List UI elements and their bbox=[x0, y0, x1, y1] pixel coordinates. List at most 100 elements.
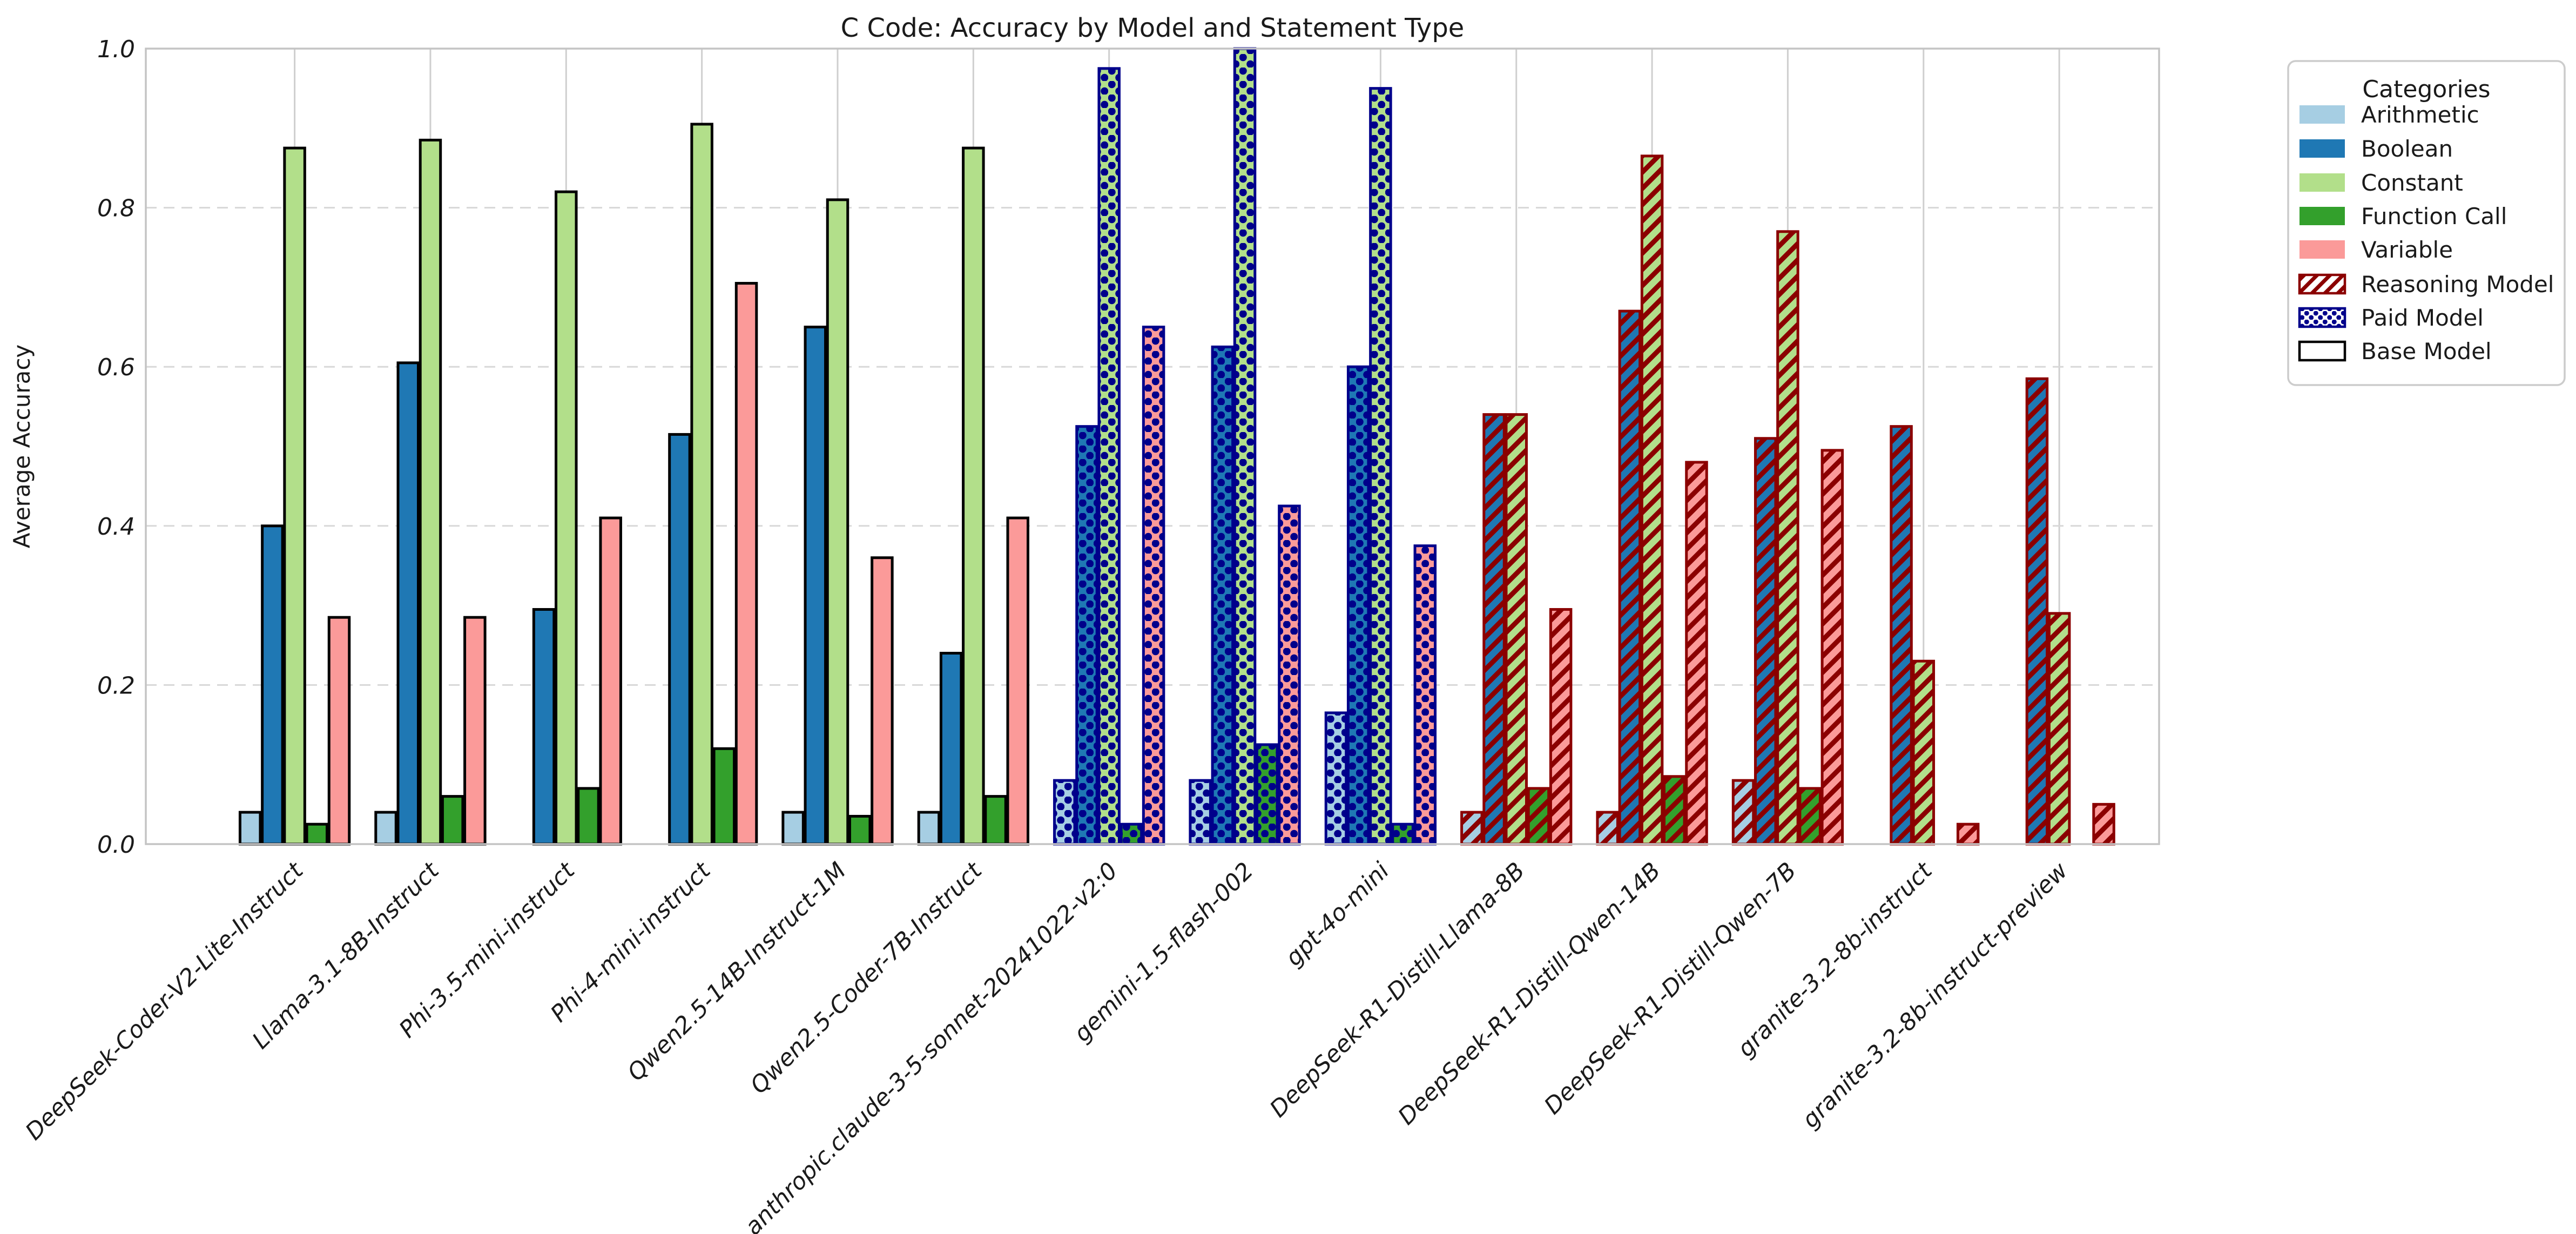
bar-group bbox=[374, 138, 487, 846]
x-tick-label: Qwen2.5-14B-Instruct-1M bbox=[622, 857, 851, 1086]
bar bbox=[917, 811, 941, 846]
bar bbox=[1663, 775, 1686, 846]
bar bbox=[463, 616, 487, 846]
bar bbox=[1053, 779, 1076, 846]
bar-group bbox=[781, 198, 894, 846]
bar bbox=[781, 811, 805, 846]
bar bbox=[238, 811, 262, 846]
legend-swatch bbox=[2298, 307, 2346, 328]
bar bbox=[1189, 779, 1212, 846]
bar bbox=[1956, 822, 1980, 846]
bar bbox=[1256, 743, 1279, 846]
legend-swatch bbox=[2299, 240, 2345, 259]
bar bbox=[599, 516, 622, 846]
legend-item-label: Base Model bbox=[2361, 338, 2492, 365]
bar bbox=[1754, 437, 1777, 846]
bar bbox=[848, 814, 872, 846]
y-tick-label: 0.4 bbox=[97, 513, 135, 541]
bar bbox=[1346, 365, 1370, 846]
bar bbox=[327, 616, 351, 846]
bar-group bbox=[1324, 87, 1437, 846]
bar-group bbox=[668, 123, 758, 846]
bar bbox=[374, 811, 397, 846]
chart-title: C Code: Accuracy by Model and Statement … bbox=[841, 13, 1465, 43]
bar bbox=[2025, 377, 2049, 846]
bar-group bbox=[1460, 413, 1573, 846]
bar-group bbox=[238, 146, 351, 846]
bar bbox=[1549, 608, 1573, 846]
bar bbox=[962, 146, 985, 846]
bar-group bbox=[1596, 154, 1708, 846]
bar bbox=[1413, 544, 1437, 846]
bar bbox=[804, 326, 827, 846]
legend-swatch bbox=[2298, 273, 2346, 295]
bar bbox=[1120, 822, 1143, 846]
bar bbox=[668, 433, 691, 846]
bar bbox=[1912, 659, 1936, 846]
bar bbox=[734, 282, 758, 846]
bar bbox=[871, 556, 894, 846]
bar-group bbox=[1731, 230, 1844, 846]
bar bbox=[1324, 711, 1348, 846]
bar bbox=[1006, 516, 1029, 846]
bar bbox=[826, 198, 849, 846]
bar bbox=[1618, 309, 1642, 846]
bar bbox=[712, 747, 736, 846]
bar bbox=[532, 608, 556, 846]
bar bbox=[1142, 326, 1165, 846]
x-tick-label: DeepSeek-Coder-V2-Lite-Instruct bbox=[21, 857, 309, 1145]
bar bbox=[1391, 822, 1414, 846]
bar bbox=[1233, 47, 1257, 846]
legend-frame bbox=[2287, 60, 2566, 386]
bar-group bbox=[2025, 377, 2115, 846]
bar bbox=[1075, 425, 1098, 846]
legend-item-label: Function Call bbox=[2361, 203, 2507, 230]
legend-swatch bbox=[2298, 340, 2346, 362]
bar bbox=[2092, 803, 2115, 846]
bar-group bbox=[917, 146, 1029, 846]
y-tick-label: 0.2 bbox=[97, 672, 135, 699]
bar bbox=[1211, 345, 1235, 846]
bar bbox=[939, 651, 963, 846]
legend-swatch bbox=[2299, 139, 2345, 158]
legend-item-label: Arithmetic bbox=[2361, 102, 2479, 128]
bar bbox=[984, 795, 1007, 846]
legend-swatch bbox=[2299, 207, 2345, 225]
axes-frame bbox=[145, 48, 2160, 845]
bar bbox=[2047, 612, 2071, 846]
bar bbox=[1890, 425, 1913, 846]
legend-title: Categories bbox=[2362, 76, 2490, 103]
plot-border bbox=[145, 48, 2160, 845]
x-tick-label: DeepSeek-R1-Distill-Llama-8B bbox=[1265, 857, 1530, 1123]
bar bbox=[1731, 779, 1755, 846]
bar bbox=[1596, 811, 1619, 846]
bar bbox=[1278, 504, 1301, 846]
bar bbox=[1685, 461, 1708, 846]
legend-item-label: Boolean bbox=[2361, 136, 2453, 162]
y-tick-label: 0.8 bbox=[97, 195, 135, 222]
legend-item-label: Paid Model bbox=[2361, 305, 2484, 331]
legend-item-label: Reasoning Model bbox=[2361, 271, 2554, 298]
y-axis-label: Average Accuracy bbox=[9, 345, 35, 549]
x-tick-label: gpt-4o-mini bbox=[1280, 857, 1395, 972]
legend-item-label: Constant bbox=[2361, 170, 2463, 196]
bar bbox=[1505, 413, 1528, 846]
bar bbox=[283, 146, 306, 846]
x-tick-label: granite-3.2-8b-instruct-preview bbox=[1797, 857, 2073, 1134]
bar bbox=[1527, 787, 1550, 846]
bar bbox=[1369, 87, 1392, 846]
bar bbox=[1640, 154, 1664, 846]
y-tick-label: 0.0 bbox=[97, 831, 135, 859]
bar bbox=[1097, 67, 1121, 846]
bar bbox=[305, 822, 329, 846]
bar bbox=[1460, 811, 1483, 846]
y-tick-label: 0.6 bbox=[97, 354, 135, 381]
bar bbox=[1482, 413, 1506, 846]
bar-group bbox=[532, 190, 622, 846]
bar-group bbox=[1189, 47, 1301, 846]
bar-layer bbox=[238, 47, 2115, 846]
x-tick-label: DeepSeek-R1-Distill-Qwen-14B bbox=[1393, 857, 1665, 1130]
